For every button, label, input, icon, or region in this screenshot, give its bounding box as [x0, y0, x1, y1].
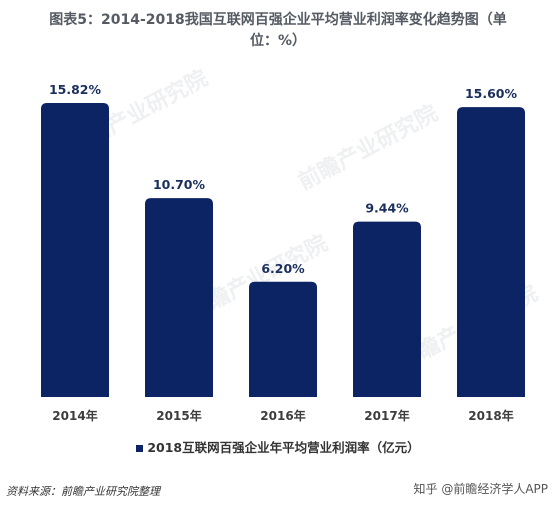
- legend: 2018互联网百强企业年平均营业利润率（亿元）: [0, 437, 556, 456]
- x-tick-label-0: 2014年: [52, 408, 97, 423]
- legend-label: 2018互联网百强企业年平均营业利润率（亿元）: [147, 440, 420, 455]
- data-label-1: 10.70%: [153, 177, 206, 192]
- bar-3: [353, 221, 421, 397]
- data-label-3: 9.44%: [365, 201, 409, 216]
- x-tick-label-4: 2018年: [468, 408, 513, 423]
- x-tick-label-2: 2016年: [260, 408, 305, 423]
- credit: 知乎 @前瞻经济学人APP: [413, 482, 549, 496]
- title-line-2: 位：%）: [249, 33, 307, 49]
- bar-0: [41, 103, 109, 397]
- chart-title: 图表5：2014-2018我国互联网百强企业平均营业利润率变化趋势图（单 位：%…: [0, 10, 556, 52]
- bar-1: [145, 198, 213, 397]
- source-note: 资料来源：前瞻产业研究院整理: [6, 485, 160, 498]
- x-tick-label-3: 2017年: [364, 408, 409, 423]
- data-label-0: 15.82%: [49, 82, 102, 97]
- data-label-4: 15.60%: [465, 86, 518, 101]
- bar-4: [457, 107, 525, 397]
- title-line-1: 图表5：2014-2018我国互联网百强企业平均营业利润率变化趋势图（单: [49, 12, 507, 28]
- legend-swatch: [136, 445, 144, 452]
- x-tick-label-1: 2015年: [156, 408, 201, 423]
- bar-2: [249, 281, 317, 397]
- data-label-2: 6.20%: [261, 261, 305, 276]
